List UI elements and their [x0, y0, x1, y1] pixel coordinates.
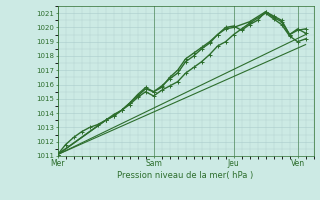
X-axis label: Pression niveau de la mer( hPa ): Pression niveau de la mer( hPa ) [117, 171, 254, 180]
